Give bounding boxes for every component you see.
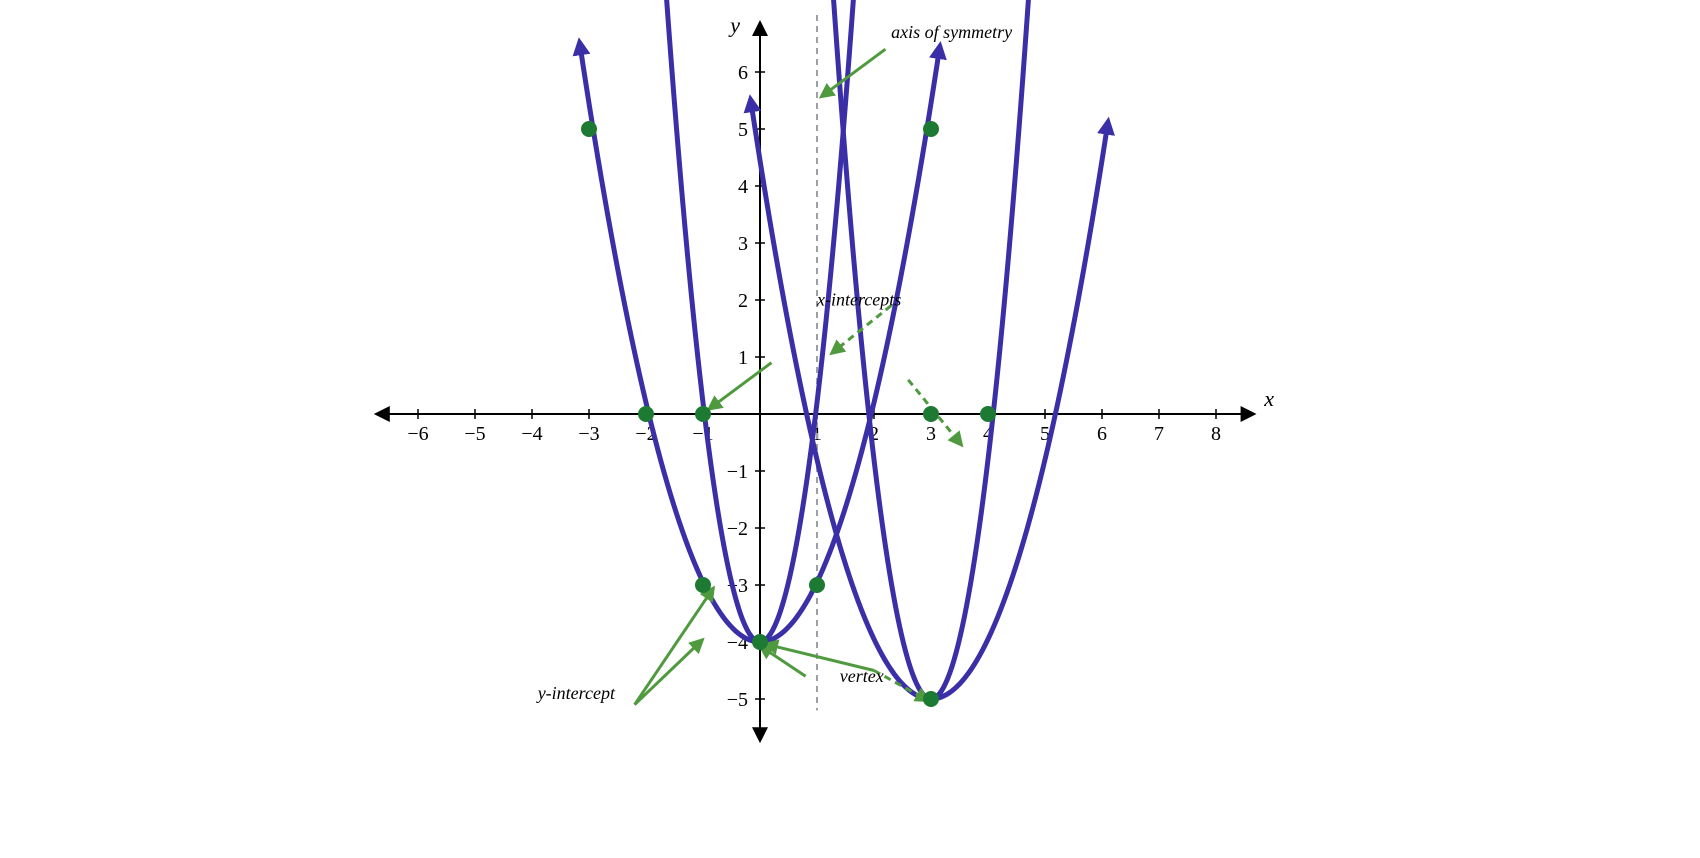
data-point [809, 577, 825, 593]
y-tick-label: 2 [738, 290, 748, 312]
data-point [923, 406, 939, 422]
data-point [638, 406, 654, 422]
x-tick-label: −3 [578, 423, 599, 445]
y-tick-label: 4 [738, 176, 748, 198]
annotation-label: y-intercept [536, 683, 616, 703]
parabola-chart: −6−5−4−3−2−112345678−5−4−3−2−1123456xyax… [0, 0, 1700, 858]
x-tick-label: 6 [1097, 423, 1107, 445]
x-tick-label: −1 [692, 423, 713, 445]
annotation-label: axis of symmetry [891, 22, 1012, 42]
y-tick-label: 3 [738, 233, 748, 255]
data-point [923, 121, 939, 137]
y-tick-label: 6 [738, 62, 748, 84]
y-tick-label: −2 [727, 518, 748, 540]
data-point [695, 406, 711, 422]
x-tick-label: 8 [1211, 423, 1221, 445]
y-axis-label: y [728, 12, 740, 37]
x-tick-label: 7 [1154, 423, 1164, 445]
annotation-label: x-intercepts [816, 290, 901, 310]
x-axis-label: x [1263, 386, 1274, 411]
data-point [581, 121, 597, 137]
data-point [923, 691, 939, 707]
x-tick-label: −4 [521, 423, 542, 445]
y-tick-label: −1 [727, 461, 748, 483]
data-point [980, 406, 996, 422]
annotation-label: vertex [840, 666, 884, 686]
y-tick-label: −5 [727, 689, 748, 711]
y-tick-label: 1 [738, 347, 748, 369]
x-tick-label: −6 [407, 423, 428, 445]
x-tick-label: −5 [464, 423, 485, 445]
y-tick-label: 5 [738, 119, 748, 141]
x-tick-label: 3 [926, 423, 936, 445]
data-point [695, 577, 711, 593]
data-point [752, 634, 768, 650]
